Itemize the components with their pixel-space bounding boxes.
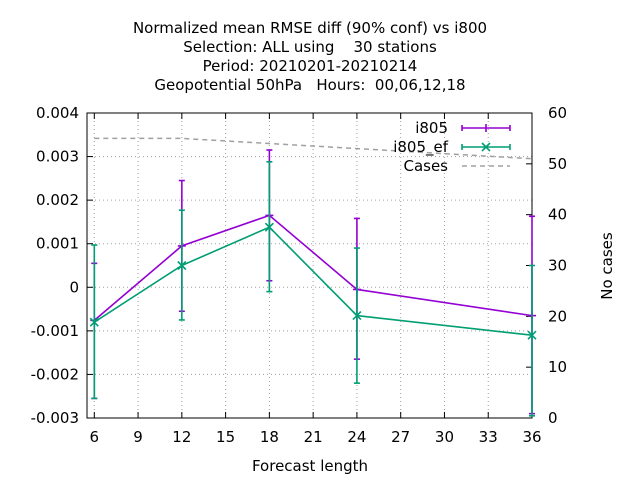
y2-tick-label: 30 [548,257,567,275]
x-tick-label: 6 [90,428,100,446]
y2-tick-label: 50 [548,155,567,173]
series-line [94,137,533,160]
x-tick-label: 36 [522,428,541,446]
x-tick-label: 21 [304,428,323,446]
x-tick-label: 12 [172,428,191,446]
marker-d2 [177,260,187,271]
y2-tick-label: 0 [548,409,558,427]
data-point [89,317,99,327]
x-tick-label: 33 [479,428,498,446]
y-tick-label: 0.002 [36,191,79,209]
data-point [527,330,537,340]
y2-tick-label: 60 [548,104,567,122]
y-tick-label: 0.004 [36,104,79,122]
legend-entry: i805_ef [393,138,511,157]
data-point [264,222,274,232]
x-tick-label: 9 [133,428,143,446]
series-line [93,214,533,322]
title-line-1: Normalized mean RMSE diff (90% conf) vs … [133,19,487,37]
series-i805-ef [89,161,537,417]
legend-entry: Cases [403,157,510,175]
grid [87,113,532,418]
y2-tick-label: 40 [548,206,567,224]
x-tick-label: 27 [391,428,410,446]
title-line-2: Selection: ALL using 30 stations [183,38,437,56]
legend-label: i805 [415,119,448,137]
title-line-4: Geopotential 50hPa Hours: 00,06,12,18 [154,76,465,94]
y-tick-label: -0.003 [31,409,79,427]
legend-label: i805_ef [393,138,449,157]
y2-tick-label: 20 [548,307,567,325]
marker-d2 [264,222,274,232]
x-tick-label: 18 [260,428,279,446]
legend-entry: i805 [415,119,511,137]
y-tick-label: -0.001 [31,322,79,340]
legend-label: Cases [403,157,448,175]
plot-border [86,112,533,419]
chart-title: Normalized mean RMSE diff (90% conf) vs … [133,19,487,94]
title-line-3: Period: 20210201-20210214 [203,57,418,75]
x-tick-label: 30 [435,428,454,446]
series-cases [94,137,533,160]
marker-d2 [89,317,99,327]
y-tick-label: -0.002 [31,365,79,383]
legend-marker [481,142,491,152]
x-axis-label: Forecast length [252,457,368,475]
marker-d2 [352,311,362,321]
marker-d2 [527,330,537,340]
data-point [352,311,362,321]
y-tick-label: 0 [69,278,79,296]
x-tick-label: 15 [216,428,235,446]
y-tick-label: 0.003 [36,148,79,166]
axes: 6 9 12 15 18 21 24 27 30 33 36 -0.003 -0.002 -0.001 0 0… [31,104,567,446]
y2-axis-label: No cases [598,232,616,300]
series-layer [89,137,537,417]
y2-tick-label: 10 [548,358,567,376]
x-tick-label: 24 [347,428,366,446]
y-tick-label: 0.001 [36,235,79,253]
data-point [177,260,187,271]
